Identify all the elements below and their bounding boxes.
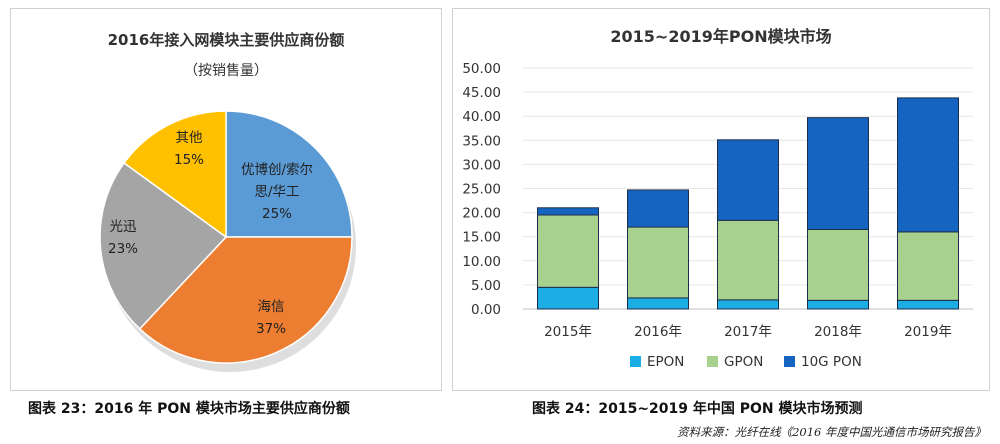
bar-gpon-4 xyxy=(897,231,959,301)
legend-swatch-0 xyxy=(630,356,641,367)
y-tick-label: 15.00 xyxy=(462,230,501,246)
bar-epon-3 xyxy=(807,299,869,310)
y-tick-label: 0.00 xyxy=(471,302,501,318)
y-tick-label: 40.00 xyxy=(462,109,501,125)
x-tick-label: 2015年 xyxy=(544,324,592,340)
pie-slice-label-2: 光迅 23% xyxy=(108,219,138,257)
bar-gpon-2 xyxy=(717,219,779,301)
legend-label-0: EPON xyxy=(647,354,684,370)
y-tick-label: 10.00 xyxy=(462,254,501,270)
figure-caption-23: 图表 23：2016 年 PON 模块市场主要供应商份额 xyxy=(28,401,350,417)
pie-slice-label-3: 其他 15% xyxy=(174,130,204,168)
y-tick-label: 35.00 xyxy=(462,133,501,149)
y-tick-label: 45.00 xyxy=(462,85,501,101)
stacked-bar-chart: 2015~2019年PON模块市场 0.00 5.00 10.00 15.00 20.0… xyxy=(462,27,973,370)
source-note: 资料来源：光纤在线《2016 年度中国光通信市场研究报告》 xyxy=(677,425,986,439)
bar-gpon-1 xyxy=(627,226,689,299)
legend-label-2: 10G PON xyxy=(801,354,862,370)
x-tick-label: 2017年 xyxy=(724,324,772,340)
bar-epon-0 xyxy=(537,286,599,310)
bar-gpon-3 xyxy=(807,228,869,301)
x-tick-label: 2019年 xyxy=(904,324,952,340)
figure-caption-24: 图表 24：2015~2019 年中国 PON 模块市场预测 xyxy=(532,401,863,417)
bar-10g-pon-2 xyxy=(717,139,779,221)
legend-swatch-2 xyxy=(784,356,795,367)
bar-10g-pon-0 xyxy=(537,207,599,216)
bar-epon-2 xyxy=(717,299,779,310)
bar-10g-pon-4 xyxy=(897,97,959,233)
pie-slice-3 xyxy=(123,110,227,239)
bar-epon-1 xyxy=(627,297,689,310)
pie-slice-label-0: 优博创/索尔思/华工 25% xyxy=(241,161,313,222)
y-tick-label: 30.00 xyxy=(462,157,501,173)
pie-slice-1 xyxy=(138,236,353,364)
bar-10g-pon-3 xyxy=(807,117,869,230)
legend-swatch-1 xyxy=(707,356,718,367)
pie-slice-0 xyxy=(225,110,353,238)
y-tick-label: 25.00 xyxy=(462,182,501,198)
pie-chart-subtitle: （按销售量） xyxy=(184,63,268,79)
pie-chart: 2016年接入网模块主要供应商份额 （按销售量） 优博创/索尔思/华工 25% 海信… xyxy=(99,31,356,372)
y-tick-label: 50.00 xyxy=(462,61,501,77)
bar-10g-pon-1 xyxy=(627,189,689,228)
pie-slice-2 xyxy=(99,161,228,330)
bar-epon-4 xyxy=(897,299,959,310)
bar-chart-panel: 2015~2019年PON模块市场 0.00 5.00 10.00 15.00 20.0… xyxy=(452,8,990,391)
bar-chart-title: 2015~2019年PON模块市场 xyxy=(610,27,831,46)
x-tick-label: 2016年 xyxy=(634,324,682,340)
x-tick-label: 2018年 xyxy=(814,324,862,340)
y-tick-label: 20.00 xyxy=(462,206,501,222)
y-tick-label: 5.00 xyxy=(471,278,501,294)
pie-chart-title: 2016年接入网模块主要供应商份额 xyxy=(108,31,345,49)
pie-chart-panel: 2016年接入网模块主要供应商份额 （按销售量） 优博创/索尔思/华工 25% 海信… xyxy=(10,8,442,391)
pie-slice-label-1: 海信 37% xyxy=(256,299,286,337)
bar-gpon-0 xyxy=(537,214,599,288)
legend-label-1: GPON xyxy=(724,354,763,370)
